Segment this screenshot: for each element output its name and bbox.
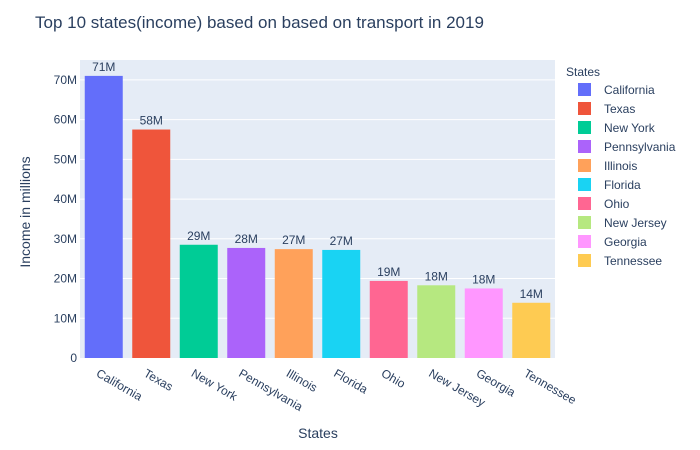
y-tick-label: 50M <box>54 152 77 166</box>
bar <box>322 249 361 358</box>
y-tick-label: 60M <box>54 113 77 127</box>
legend-swatch <box>578 178 591 191</box>
legend-label: New Jersey <box>604 216 667 230</box>
bar <box>179 244 218 358</box>
y-axis-ticks: 0 10M 20M 30M 40M 50M 60M 70M <box>54 73 78 365</box>
legend-label: California <box>604 83 655 97</box>
legend-swatch <box>578 140 591 153</box>
bar-series <box>84 75 551 358</box>
legend-swatch <box>578 159 591 172</box>
bar <box>417 285 456 358</box>
chart-title: Top 10 states(income) based on based on … <box>35 13 484 32</box>
legend-swatch <box>578 121 591 134</box>
bar-value-label: 27M <box>282 233 305 247</box>
legend-swatch <box>578 197 591 210</box>
bar-value-label: 58M <box>140 114 163 128</box>
legend-swatch <box>578 102 591 115</box>
y-tick-label: 70M <box>54 73 77 87</box>
bar-value-label: 28M <box>235 232 258 246</box>
legend-swatch <box>578 235 591 248</box>
y-tick-label: 40M <box>54 192 77 206</box>
bar <box>84 75 123 358</box>
y-tick-label: 10M <box>54 311 77 325</box>
y-tick-label: 30M <box>54 232 77 246</box>
bar-value-labels: 71M 58M 29M 28M 27M 27M 19M 18M 18M 14M <box>92 60 543 301</box>
bar <box>132 129 171 358</box>
legend-swatch <box>578 216 591 229</box>
legend-label: Texas <box>604 102 635 116</box>
bar <box>512 302 551 358</box>
legend-swatch <box>578 254 591 267</box>
legend-label: Florida <box>604 178 641 192</box>
bar <box>464 288 503 358</box>
bar-value-label: 29M <box>187 229 210 243</box>
legend-label: Ohio <box>604 197 630 211</box>
y-axis-title: Income in millions <box>17 156 33 267</box>
legend-title: States <box>566 65 600 79</box>
legend-label: Tennessee <box>604 254 662 268</box>
legend-label: Illinois <box>604 159 637 173</box>
legend-swatch <box>578 83 591 96</box>
bar-value-label: 27M <box>330 234 353 248</box>
y-tick-label: 0 <box>70 351 77 365</box>
legend-label: Pennsylvania <box>604 140 676 154</box>
bar-value-label: 18M <box>472 272 495 286</box>
bar-value-label: 71M <box>92 60 115 74</box>
legend-label: New York <box>604 121 656 135</box>
bar <box>274 249 313 358</box>
x-axis-title: States <box>298 425 338 441</box>
bar-value-label: 19M <box>377 265 400 279</box>
bar <box>227 247 266 358</box>
bar-value-label: 18M <box>425 269 448 283</box>
bar-value-label: 14M <box>520 287 543 301</box>
bar <box>369 280 408 358</box>
legend: States California Texas New York Pennsylvan… <box>566 65 676 268</box>
legend-label: Georgia <box>604 235 647 249</box>
y-tick-label: 20M <box>54 272 77 286</box>
